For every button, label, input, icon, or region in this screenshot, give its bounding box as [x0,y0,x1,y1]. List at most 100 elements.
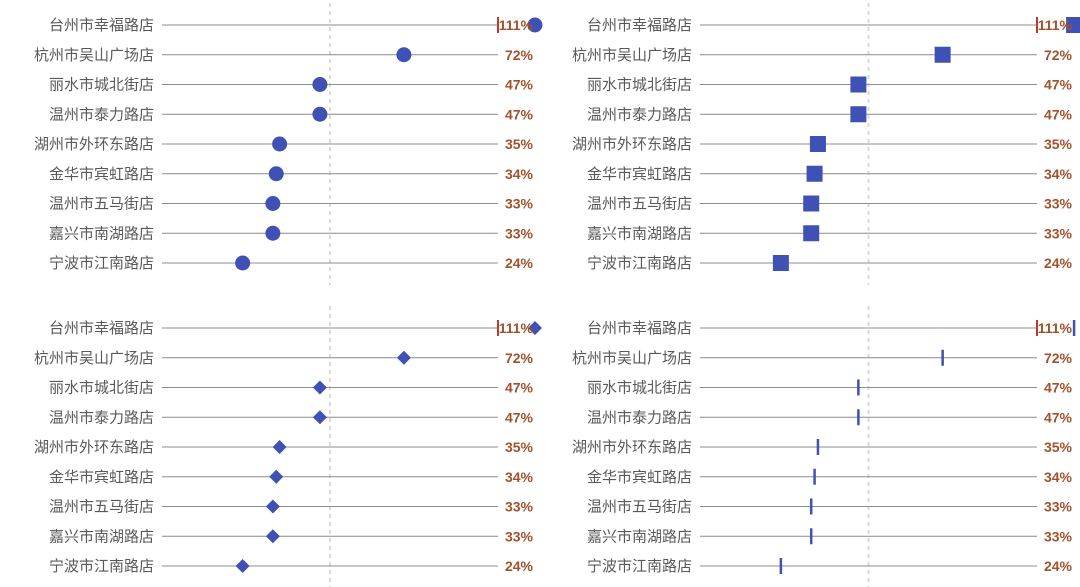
category-label: 宁波市江南路店 [49,254,154,272]
category-label: 温州市泰力路店 [49,408,154,426]
category-label: 温州市五马街店 [49,195,154,213]
value-label: 33% [505,528,534,544]
value-label: 35% [505,439,534,455]
data-point-diamond [312,380,327,395]
value-label: 111% [1038,17,1073,33]
value-label: 111% [1038,320,1073,336]
category-label: 温州市泰力路店 [587,105,692,123]
data-point-diamond [265,499,280,514]
value-label: 35% [505,136,534,152]
chart-panel-diamond: 台州市幸福路店 111% 杭州市吴山广场店 72% 丽水市城北街店 47% 温州市泰力路店 4… [34,306,542,587]
category-label: 嘉兴市南湖路店 [587,224,692,242]
value-label: 33% [505,225,534,241]
value-label: 33% [505,499,534,515]
category-label: 丽水市城北街店 [49,379,154,397]
data-point-square [809,136,826,152]
value-label: 111% [499,320,534,336]
category-label: 丽水市城北街店 [49,76,154,94]
data-point-square [850,76,867,93]
category-label: 金华市宾虹路店 [49,468,154,486]
data-point-circle [396,47,412,63]
value-label: 72% [1044,47,1073,63]
data-point-diamond [527,321,542,335]
value-label: 47% [1044,409,1073,425]
value-label: 24% [505,558,534,574]
data-point-circle [268,166,284,182]
data-point-circle [312,77,328,92]
data-point-circle [272,136,288,152]
data-point-circle [265,196,281,211]
category-label: 嘉兴市南湖路店 [587,527,692,545]
category-label: 台州市幸福路店 [49,319,154,337]
category-label: 台州市幸福路店 [49,16,154,34]
value-label: 33% [1044,528,1073,544]
chart-panel-circle: 台州市幸福路店 111% 杭州市吴山广场店 72% 丽水市城北街店 47% 温州市泰力路店 4… [34,3,543,285]
category-label: 杭州市吴山广场店 [34,46,154,64]
value-label: 47% [1044,380,1073,396]
value-label: 24% [1044,558,1073,574]
value-label: 34% [505,166,534,182]
category-label: 丽水市城北街店 [587,76,692,94]
data-point-diamond [396,350,411,365]
category-label: 杭州市吴山广场店 [34,349,154,367]
category-label: 湖州市外环东路店 [572,438,692,456]
data-point-square [850,106,867,123]
value-label: 47% [505,77,534,93]
data-point-circle [312,106,328,122]
category-label: 丽水市城北街店 [587,379,692,397]
value-label: 34% [1044,166,1073,182]
value-label: 34% [505,469,534,485]
value-label: 24% [505,255,534,271]
category-label: 杭州市吴山广场店 [572,46,692,64]
category-label: 嘉兴市南湖路店 [49,224,154,242]
data-point-diamond [269,469,284,484]
data-point-diamond [272,440,287,454]
value-label: 47% [505,380,534,396]
value-label: 47% [505,409,534,425]
category-label: 宁波市江南路店 [49,557,154,575]
chart-panel-square: 台州市幸福路店 111% 杭州市吴山广场店 72% 丽水市城北街店 47% 温州市泰力路店 4… [572,3,1080,285]
chart-panel-tick: 台州市幸福路店 111% 杭州市吴山广场店 72% 丽水市城北街店 47% 温州市泰力路店 4… [572,306,1076,587]
category-label: 温州市泰力路店 [49,105,154,123]
value-label: 72% [505,350,534,366]
category-label: 湖州市外环东路店 [572,135,692,153]
category-label: 台州市幸福路店 [587,319,692,337]
category-label: 台州市幸福路店 [587,16,692,34]
value-label: 33% [1044,499,1073,515]
category-label: 温州市五马街店 [49,498,154,516]
value-label: 35% [1044,136,1073,152]
category-label: 湖州市外环东路店 [34,438,154,456]
data-point-square [806,165,823,182]
data-point-diamond [265,529,280,544]
data-point-diamond [312,410,327,425]
data-point-circle [235,255,251,271]
value-label: 72% [1044,350,1073,366]
data-point-square [1066,17,1080,33]
category-label: 温州市五马街店 [587,498,692,516]
category-label: 温州市泰力路店 [587,408,692,426]
category-label: 湖州市外环东路店 [34,135,154,153]
data-point-circle [265,225,281,241]
data-point-circle [527,17,543,33]
category-label: 杭州市吴山广场店 [572,349,692,367]
category-label: 温州市五马街店 [587,195,692,213]
value-label: 111% [499,17,534,33]
category-label: 金华市宾虹路店 [587,165,692,183]
category-label: 金华市宾虹路店 [49,165,154,183]
category-label: 金华市宾虹路店 [587,468,692,486]
value-label: 47% [505,106,534,122]
data-point-square [803,195,820,212]
value-label: 47% [1044,106,1073,122]
value-label: 72% [505,47,534,63]
value-label: 33% [1044,196,1073,212]
category-label: 嘉兴市南湖路店 [49,527,154,545]
data-point-diamond [235,559,250,573]
value-label: 24% [1044,255,1073,271]
data-point-square [772,255,789,271]
value-label: 35% [1044,439,1073,455]
data-point-square [934,46,951,63]
value-label: 34% [1044,469,1073,485]
value-label: 33% [505,196,534,212]
value-label: 33% [1044,225,1073,241]
